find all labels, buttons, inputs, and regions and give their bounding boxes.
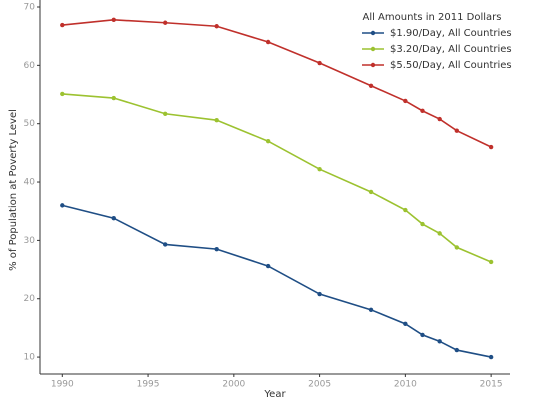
- data-point: [454, 128, 460, 133]
- data-point: [488, 259, 494, 265]
- legend-swatch-point: [370, 30, 376, 36]
- legend-label: $3.20/Day, All Countries: [390, 44, 512, 55]
- data-point: [60, 22, 65, 28]
- data-point: [420, 221, 425, 227]
- data-point: [420, 332, 425, 338]
- data-point: [317, 167, 322, 172]
- data-point: [265, 39, 271, 45]
- data-point: [265, 263, 271, 269]
- data-point: [111, 95, 116, 101]
- series-line: [62, 19, 492, 148]
- x-tick-label: 2015: [480, 380, 503, 390]
- y-tick-label: 50: [24, 119, 36, 129]
- y-axis-label: % of Population at Poverty Level: [8, 109, 19, 271]
- y-tick-label: 40: [24, 178, 36, 188]
- y-tick-label: 30: [24, 236, 36, 246]
- data-point: [454, 347, 460, 353]
- data-point: [403, 321, 408, 327]
- legend-label: $5.50/Day, All Countries: [390, 60, 512, 71]
- x-tick-label: 1990: [51, 380, 74, 390]
- data-point: [214, 24, 219, 29]
- data-point: [317, 60, 322, 66]
- y-tick-label: 70: [24, 3, 36, 13]
- data-point: [420, 108, 425, 114]
- data-point: [214, 117, 219, 123]
- data-point: [111, 17, 116, 23]
- data-point: [403, 98, 408, 104]
- data-point: [437, 116, 442, 122]
- data-point: [368, 307, 374, 313]
- data-point: [368, 189, 374, 195]
- series-line: [62, 93, 492, 263]
- data-point: [488, 354, 494, 360]
- data-point: [317, 291, 322, 297]
- data-point: [163, 111, 168, 116]
- x-tick-label: 2000: [222, 380, 245, 390]
- x-tick-label: 2005: [308, 380, 331, 390]
- data-point: [60, 91, 65, 97]
- data-point: [163, 20, 168, 25]
- data-point: [437, 231, 442, 236]
- series-line: [62, 204, 492, 358]
- y-tick-label: 60: [24, 61, 36, 71]
- legend-label: $1.90/Day, All Countries: [390, 28, 512, 39]
- data-point: [368, 83, 374, 88]
- x-axis-label: Year: [263, 389, 286, 400]
- legend-swatch-point: [370, 62, 376, 68]
- data-point: [214, 246, 219, 252]
- y-tick-label: 10: [24, 353, 36, 363]
- x-tick-label: 2010: [394, 380, 417, 390]
- data-point: [163, 242, 168, 247]
- data-point: [111, 216, 116, 221]
- data-point: [488, 144, 494, 150]
- data-point: [437, 339, 442, 344]
- data-point: [454, 245, 460, 250]
- data-point: [265, 138, 271, 144]
- x-tick-label: 1995: [137, 380, 160, 390]
- y-tick-label: 20: [24, 294, 36, 304]
- legend-title: All Amounts in 2011 Dollars: [362, 12, 501, 23]
- data-point: [403, 207, 408, 213]
- legend-swatch-point: [370, 46, 376, 52]
- data-point: [60, 203, 65, 208]
